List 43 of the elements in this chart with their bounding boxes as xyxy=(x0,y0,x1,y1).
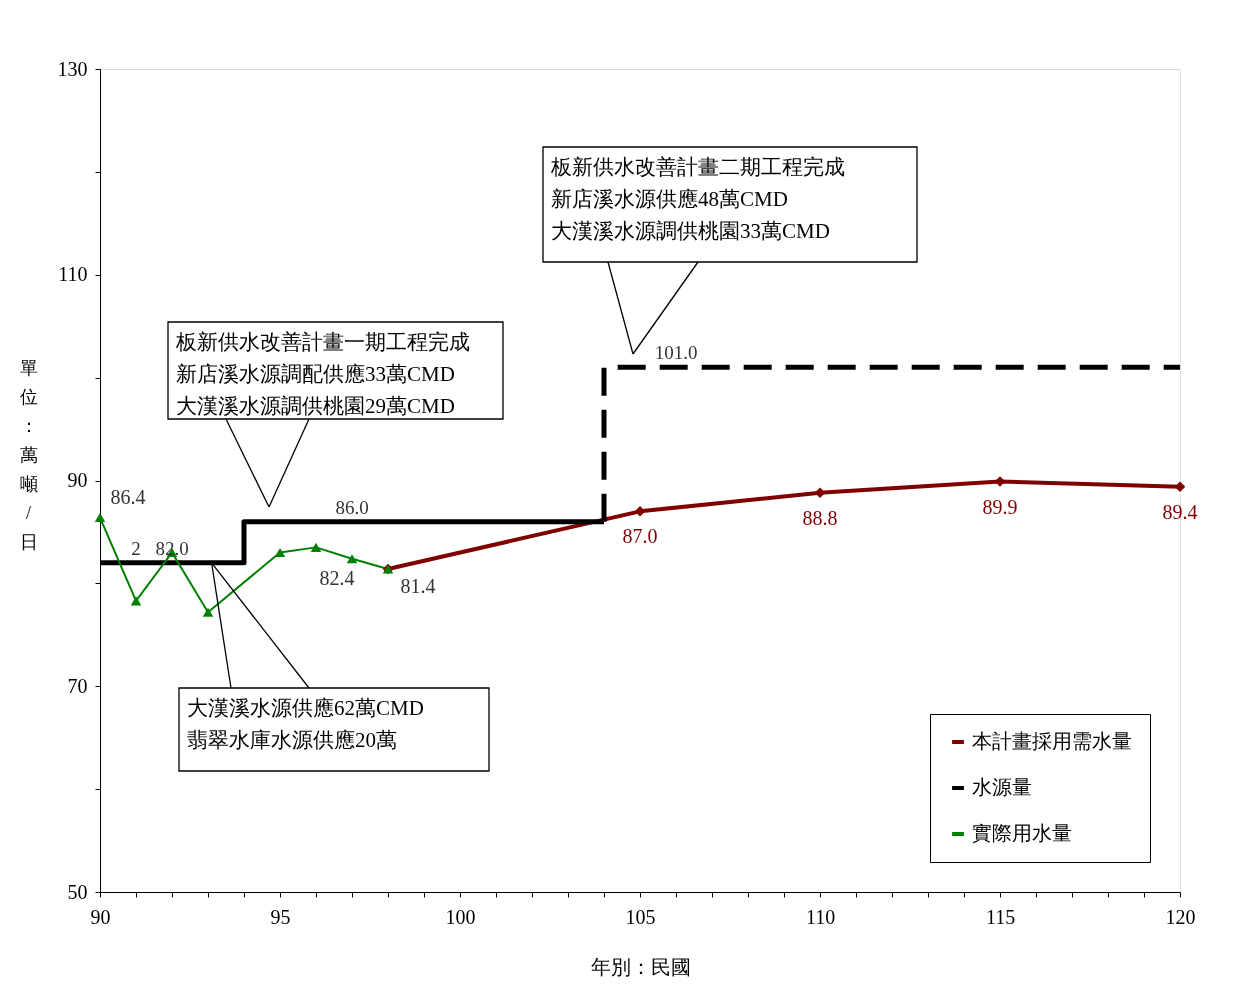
annotation: 板新供水改善計畫二期工程完成 xyxy=(550,155,845,179)
data-label: 86.4 xyxy=(110,485,146,508)
annotation: 大漢溪水源調供桃園33萬CMD xyxy=(551,219,830,243)
x-tick-label: 105 xyxy=(625,905,656,928)
y-tick-label: 110 xyxy=(58,263,88,286)
data-label: 82.4 xyxy=(319,566,355,589)
annotation: 86.0 xyxy=(335,496,369,518)
x-tick-label: 110 xyxy=(805,905,836,928)
y-tick-label: 90 xyxy=(67,469,88,491)
data-label: 81.4 xyxy=(400,574,436,597)
legend-label: 實際用水量 xyxy=(972,822,1072,844)
y-tick-label: 130 xyxy=(57,57,88,80)
data-label: 89.9 xyxy=(982,495,1018,518)
annotation: 大漢溪水源供應62萬CMD xyxy=(187,696,424,720)
point xyxy=(346,554,358,564)
point xyxy=(130,596,142,606)
y-tick-label: 70 xyxy=(67,674,88,697)
legend-label: 水源量 xyxy=(972,776,1032,798)
point xyxy=(202,607,214,617)
x-tick-label: 115 xyxy=(985,905,1016,928)
x-tick-label: 100 xyxy=(445,905,476,928)
annotation: 新店溪水源調配供應33萬CMD xyxy=(176,362,455,386)
annotation: 板新供水改善計畫一期工程完成 xyxy=(175,330,470,354)
annotation: 大漢溪水源調供桃園29萬CMD xyxy=(176,394,455,418)
y-axis-title: 單位：萬噸/日 xyxy=(19,357,38,552)
point xyxy=(634,506,646,517)
y-tick-label: 50 xyxy=(67,880,88,903)
point xyxy=(310,542,322,552)
x-tick-label: 95 xyxy=(270,905,291,928)
x-tick-label: 90 xyxy=(90,905,111,928)
annotation: 82.0 xyxy=(155,537,189,559)
point xyxy=(94,512,106,523)
legend-label: 本計畫採用需水量 xyxy=(972,730,1132,752)
data-label: 89.4 xyxy=(1162,500,1198,523)
data-label: 87.0 xyxy=(622,525,658,548)
x-axis-title: 年別：民國 xyxy=(590,955,691,978)
annotation: 101.0 xyxy=(654,342,698,364)
annotation: 翡翠水庫水源供應20萬 xyxy=(187,728,397,752)
annotation: 2 xyxy=(131,537,141,559)
x-tick-label: 120 xyxy=(1165,905,1196,928)
point xyxy=(274,547,286,558)
data-label: 88.8 xyxy=(802,506,838,529)
annotation: 新店溪水源供應48萬CMD xyxy=(551,187,788,211)
